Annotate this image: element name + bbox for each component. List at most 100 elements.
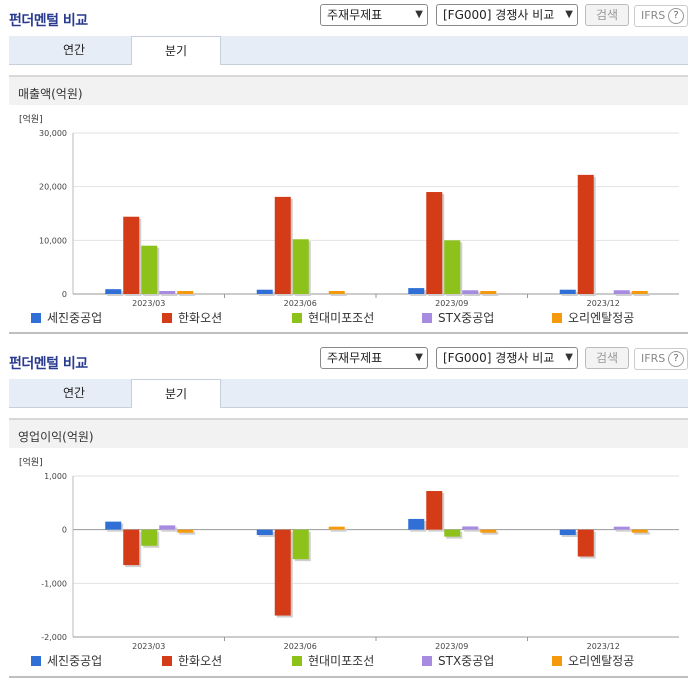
bar[interactable] bbox=[274, 529, 291, 616]
x-tick-label: 2023/12 bbox=[587, 642, 620, 650]
bar[interactable] bbox=[141, 529, 158, 546]
panel-operating-profit: 펀더멘털 비교 주재무제표 ▼ [FG000] 경쟁사 비교 ▼ 검색 IFRS… bbox=[0, 343, 696, 684]
bar[interactable] bbox=[177, 529, 194, 533]
bar[interactable] bbox=[159, 291, 176, 294]
legend-label: 현대미포조선 bbox=[308, 654, 375, 668]
bar[interactable] bbox=[177, 291, 194, 294]
legend-label: 오리엔탈정공 bbox=[568, 654, 635, 668]
bar[interactable] bbox=[480, 529, 497, 533]
bar[interactable] bbox=[159, 525, 176, 530]
bar[interactable] bbox=[105, 289, 122, 294]
tab-quarterly[interactable]: 분기 bbox=[131, 379, 221, 408]
bar[interactable] bbox=[444, 529, 461, 537]
tab-annual[interactable]: 연간 bbox=[62, 386, 86, 400]
legend-swatch bbox=[31, 656, 41, 666]
statement-select-value: 주재무제표 bbox=[327, 351, 383, 365]
bar-shadow bbox=[464, 528, 481, 532]
legend-item[interactable]: 현대미포조선 bbox=[292, 653, 374, 669]
bar[interactable] bbox=[613, 526, 630, 530]
chart-legend: 세진중공업 한화오션 현대미포조선 STX중공업 오리엔탈정공 bbox=[9, 310, 688, 328]
peer-select[interactable]: [FG000] 경쟁사 비교 ▼ bbox=[436, 347, 578, 369]
revenue-chart: [억원] 0 10,000 20,000 30,000 2023/03 2023/06 202… bbox=[19, 113, 679, 307]
bar[interactable] bbox=[613, 290, 630, 294]
statement-select[interactable]: 주재무제표 ▼ bbox=[320, 4, 428, 26]
divider bbox=[9, 332, 688, 334]
bar-shadow bbox=[179, 531, 196, 535]
bar[interactable] bbox=[328, 291, 345, 294]
bar[interactable] bbox=[408, 518, 425, 530]
legend-item[interactable]: 세진중공업 bbox=[31, 310, 102, 326]
statement-select-value: 주재무제표 bbox=[327, 8, 383, 22]
legend-item[interactable]: 오리엔탈정공 bbox=[552, 310, 634, 326]
bar[interactable] bbox=[480, 291, 497, 294]
bar[interactable] bbox=[256, 289, 273, 294]
y-tick-label: 1,000 bbox=[44, 472, 67, 481]
statement-select[interactable]: 주재무제표 ▼ bbox=[320, 347, 428, 369]
bar[interactable] bbox=[256, 529, 273, 536]
peer-select-value: [FG000] 경쟁사 비교 bbox=[443, 351, 555, 365]
bar[interactable] bbox=[577, 174, 594, 294]
bar-shadow bbox=[615, 292, 632, 296]
search-button[interactable]: 검색 bbox=[585, 4, 629, 26]
legend-item[interactable]: STX중공업 bbox=[422, 310, 494, 326]
y-tick-label: 10,000 bbox=[39, 236, 67, 245]
bar-shadow bbox=[615, 528, 632, 532]
help-icon[interactable]: ? bbox=[668, 351, 684, 367]
legend-swatch bbox=[552, 656, 562, 666]
ifrs-button[interactable]: IFRS ? bbox=[634, 5, 688, 27]
bar-shadow bbox=[330, 528, 347, 532]
chevron-down-icon: ▼ bbox=[415, 9, 423, 20]
bar-shadow bbox=[330, 293, 347, 296]
ifrs-label: IFRS bbox=[641, 9, 666, 22]
unit-label: [억원] bbox=[19, 456, 43, 468]
bar[interactable] bbox=[123, 216, 140, 294]
help-icon[interactable]: ? bbox=[668, 8, 684, 24]
bar[interactable] bbox=[123, 529, 140, 566]
bar[interactable] bbox=[631, 529, 648, 533]
legend-item[interactable]: STX중공업 bbox=[422, 653, 494, 669]
bar[interactable] bbox=[426, 192, 443, 294]
bar[interactable] bbox=[462, 290, 479, 294]
bar[interactable] bbox=[328, 526, 345, 530]
legend-swatch bbox=[292, 656, 302, 666]
bar[interactable] bbox=[631, 291, 648, 294]
bar[interactable] bbox=[577, 529, 594, 557]
legend-swatch bbox=[422, 313, 432, 323]
peer-select[interactable]: [FG000] 경쟁사 비교 ▼ bbox=[436, 4, 578, 26]
period-tabs: 연간 분기 bbox=[9, 379, 688, 408]
legend-label: 현대미포조선 bbox=[308, 311, 375, 325]
bar-shadow bbox=[482, 531, 499, 535]
search-button[interactable]: 검색 bbox=[585, 347, 629, 369]
unit-label: [억원] bbox=[19, 113, 43, 125]
bar[interactable] bbox=[292, 529, 309, 560]
chevron-down-icon: ▼ bbox=[565, 9, 573, 20]
bar[interactable] bbox=[462, 526, 479, 530]
bar[interactable] bbox=[274, 196, 291, 294]
bar[interactable] bbox=[105, 521, 122, 530]
legend-label: 한화오션 bbox=[178, 311, 223, 325]
divider bbox=[9, 676, 688, 678]
bar[interactable] bbox=[426, 491, 443, 530]
bar[interactable] bbox=[559, 529, 576, 536]
legend-label: 세진중공업 bbox=[47, 654, 103, 668]
legend-item[interactable]: 오리엔탈정공 bbox=[552, 653, 634, 669]
tab-quarterly[interactable]: 분기 bbox=[131, 36, 221, 65]
bar[interactable] bbox=[408, 288, 425, 294]
ifrs-button[interactable]: IFRS ? bbox=[634, 348, 688, 370]
bar[interactable] bbox=[141, 245, 158, 294]
ifrs-label: IFRS bbox=[641, 352, 666, 365]
x-tick-label: 2023/03 bbox=[132, 642, 165, 650]
bar[interactable] bbox=[559, 289, 576, 294]
bar[interactable] bbox=[292, 239, 309, 294]
bar[interactable] bbox=[444, 240, 461, 294]
legend-item[interactable]: 한화오션 bbox=[162, 653, 222, 669]
legend-item[interactable]: 세진중공업 bbox=[31, 653, 102, 669]
y-tick-label: 30,000 bbox=[39, 129, 67, 138]
legend-item[interactable]: 현대미포조선 bbox=[292, 310, 374, 326]
x-tick-label: 2023/09 bbox=[435, 299, 468, 307]
legend-item[interactable]: 한화오션 bbox=[162, 310, 222, 326]
legend-label: STX중공업 bbox=[438, 654, 495, 668]
bar-shadow bbox=[633, 293, 650, 296]
legend-swatch bbox=[162, 313, 172, 323]
tab-annual[interactable]: 연간 bbox=[62, 43, 86, 57]
